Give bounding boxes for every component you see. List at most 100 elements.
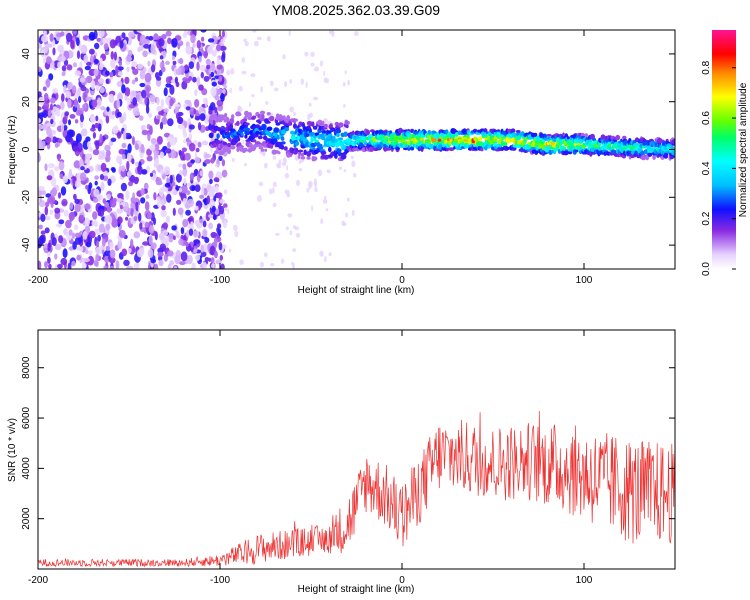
spectrogram-cell <box>278 159 282 166</box>
spectrogram-cell <box>245 114 249 118</box>
spectrogram-cell <box>292 248 297 252</box>
snr-x-tick-label: 0 <box>399 575 405 586</box>
spectrogram-cell <box>410 146 415 151</box>
spectrogram-cell <box>308 102 312 107</box>
spectrogram-cell <box>446 138 450 142</box>
spectrogram-cell <box>295 233 301 238</box>
spectrogram-cell <box>228 137 232 142</box>
spectrogram-cell <box>305 81 308 89</box>
spectrogram-cell <box>288 122 293 126</box>
spectrogram-cell <box>478 136 483 142</box>
spectrogram-cell <box>346 197 350 202</box>
spectrogram-cell <box>663 152 669 159</box>
spectrogram-cell <box>224 113 228 118</box>
spectrogram-cell <box>226 69 231 76</box>
spectrogram-cell <box>306 125 311 129</box>
spectrogram-cell <box>322 199 328 204</box>
spectrogram-cell <box>239 125 244 131</box>
spectrogram-cell <box>297 155 301 159</box>
spectrogram-cell <box>503 141 508 147</box>
spectrogram-cell <box>284 127 290 132</box>
spectrogram-cell <box>282 54 286 60</box>
spectrogram-cell <box>250 73 256 78</box>
spectrogram-cell <box>314 66 319 72</box>
spectrogram-cell <box>315 139 319 143</box>
spectrogram-cell <box>328 252 332 257</box>
snr-x-tick-label: 100 <box>576 575 593 586</box>
spectrogram-cell <box>277 163 281 169</box>
spectrogram-cell <box>259 261 265 268</box>
spectrogram-cell <box>338 122 344 128</box>
spectrogram-cell <box>290 130 295 135</box>
spectrogram-cell <box>210 146 213 153</box>
spectrogram-cell <box>309 112 313 118</box>
spectrogram-cell <box>319 250 324 257</box>
spectrogram-cell <box>260 86 263 93</box>
colorbar-ticks: 0.0 0.2 0.4 0.6 0.8 <box>701 60 736 276</box>
spectrogram-y-tick-label: -40 <box>21 237 32 252</box>
spectrogram-cell <box>280 136 285 141</box>
spectrogram-cell <box>242 139 245 145</box>
spectrogram-cell <box>349 133 353 140</box>
snr-y-ticks: 2000 4000 6000 8000 <box>21 356 675 530</box>
spectrogram-cell <box>319 60 324 67</box>
spectrogram-cell <box>323 70 326 76</box>
spectrogram-cell <box>310 51 315 58</box>
spectrogram-cell <box>437 138 442 142</box>
spectrogram-cell <box>328 146 332 153</box>
spectrogram-cell <box>306 156 311 160</box>
spectrogram-cell <box>411 134 416 138</box>
spectrogram-cell <box>430 143 434 150</box>
spectrogram-cell <box>339 137 343 141</box>
spectrogram-cell <box>286 165 289 171</box>
spectrogram-cell <box>515 130 521 133</box>
spectrogram-cell <box>251 94 255 98</box>
spectrogram-cell <box>563 150 569 156</box>
spectrogram-cell <box>292 262 295 269</box>
spectrogram-cell <box>293 123 297 129</box>
spectrogram-cell <box>263 252 268 258</box>
spectrogram-cell <box>244 127 251 132</box>
snr-y-label: SNR (10 * v/v) <box>7 418 18 482</box>
spectrogram-cell <box>210 43 215 49</box>
spectrogram-cell <box>264 148 268 152</box>
spectrogram-cell <box>645 154 650 161</box>
snr-x-tick-label: -100 <box>210 575 230 586</box>
spectrogram-cell <box>258 181 264 187</box>
spectrogram-cell <box>289 79 293 84</box>
spectrogram-y-tick-label: 0 <box>21 146 32 152</box>
spectrogram-cell <box>252 30 257 33</box>
spectrogram-cell <box>314 187 318 192</box>
spectrogram-cell <box>233 224 238 231</box>
spectrogram-cell <box>280 258 285 264</box>
spectrogram-cell <box>343 104 346 108</box>
spectrogram-cell <box>640 154 647 161</box>
spectrogram-cell <box>262 153 265 157</box>
spectrogram-cell <box>323 256 327 263</box>
spectrogram-cell <box>584 133 588 138</box>
spectrogram-cell <box>225 116 230 123</box>
spectrogram-cell <box>341 147 346 151</box>
spectrogram-cell <box>642 142 648 146</box>
spectrogram-cell <box>331 30 335 38</box>
spectrogram-cell <box>222 141 228 146</box>
snr-y-tick-label: 2000 <box>21 507 32 530</box>
spectrogram-cell <box>280 144 285 150</box>
spectrogram-cell <box>272 202 277 208</box>
snr-panel: -200 -100 0 100 2000 4000 6000 8000 Height of … <box>7 329 676 595</box>
spectrogram-cell <box>297 149 304 153</box>
spectrogram-cell <box>294 226 299 231</box>
spectrogram-cell <box>237 112 242 117</box>
spectrogram-cell <box>484 139 489 145</box>
spectrogram-cell <box>323 123 328 128</box>
spectrogram-cell <box>303 149 307 156</box>
spectrogram-cell <box>384 129 388 133</box>
spectrogram-cell <box>285 226 289 231</box>
spectrogram-cell <box>290 140 294 145</box>
spectrogram-cell <box>223 189 228 195</box>
spectrogram-cell <box>395 147 400 151</box>
spectrogram-cell <box>381 139 385 143</box>
spectrogram-cells <box>38 30 675 269</box>
snr-x-label: Height of straight line (km) <box>298 584 415 595</box>
